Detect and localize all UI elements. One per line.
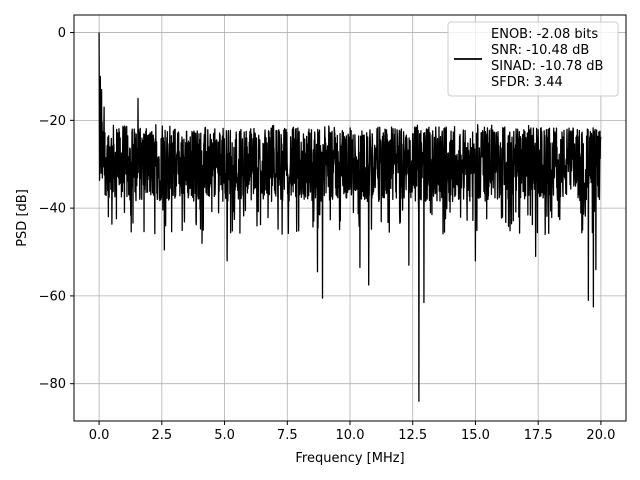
legend-sinad: SINAD: -10.78 dB — [491, 59, 603, 74]
x-tick-label: 20.0 — [586, 428, 615, 443]
legend-sfdr: SFDR: 3.44 — [491, 75, 563, 90]
y-tick-label: −60 — [39, 289, 66, 304]
x-tick-label: 0.0 — [89, 428, 110, 443]
y-axis-label: PSD [dB] — [15, 189, 30, 247]
y-tick-label: −40 — [39, 202, 66, 217]
legend-box — [447, 21, 619, 97]
legend: ENOB: -2.08 bits SNR: -10.48 dB SINAD: -… — [447, 21, 619, 97]
x-tick-label: 7.5 — [277, 428, 298, 443]
y-axis-ticks: 0 −20 −40 −60 −80 — [39, 26, 74, 392]
x-tick-label: 2.5 — [151, 428, 172, 443]
x-axis-label: Frequency [MHz] — [295, 451, 404, 466]
legend-snr: SNR: -10.48 dB — [491, 43, 589, 58]
x-tick-label: 15.0 — [461, 428, 490, 443]
x-tick-label: 12.5 — [398, 428, 427, 443]
series-layer — [98, 32, 602, 402]
x-tick-label: 10.0 — [336, 428, 365, 443]
psd-series-line — [98, 32, 602, 402]
x-axis-ticks: 0.0 2.5 5.0 7.5 10.0 12.5 15.0 17.5 20.0 — [89, 421, 615, 443]
legend-enob: ENOB: -2.08 bits — [491, 27, 598, 42]
x-tick-label: 17.5 — [524, 428, 553, 443]
y-tick-label: 0 — [58, 26, 66, 41]
y-tick-label: −80 — [39, 377, 66, 392]
x-tick-label: 5.0 — [214, 428, 235, 443]
y-tick-label: −20 — [39, 114, 66, 129]
